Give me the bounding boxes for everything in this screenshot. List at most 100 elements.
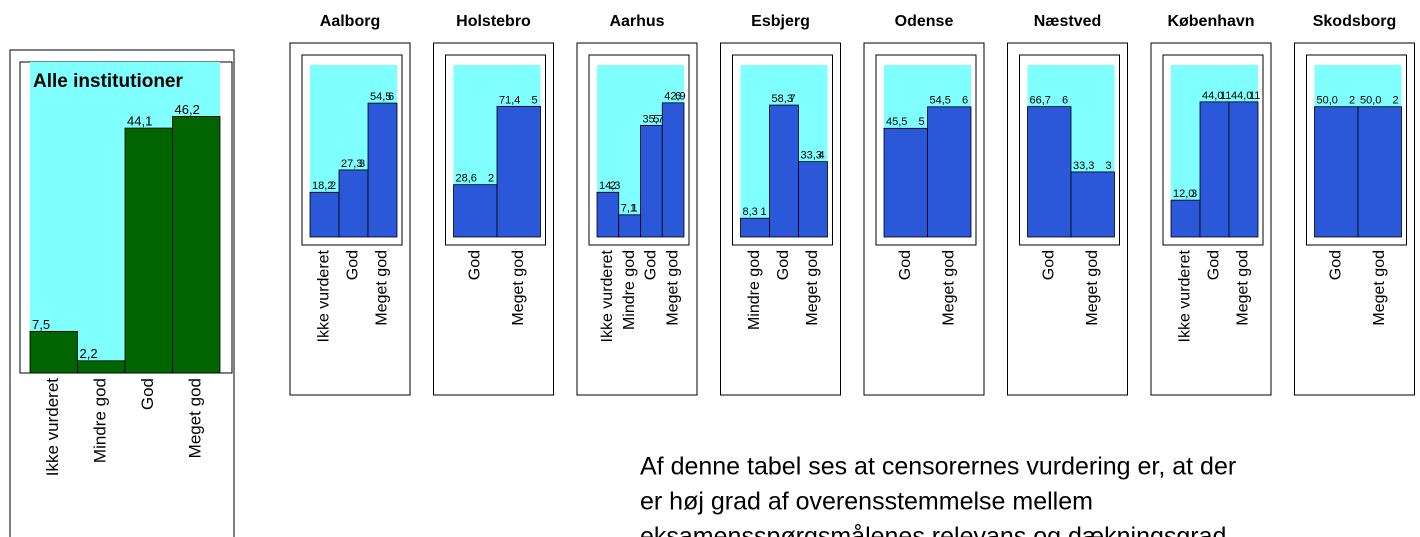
bar	[1314, 106, 1359, 238]
value-label: 18,2	[312, 180, 333, 192]
x-tick-label: God	[1040, 250, 1057, 280]
chart-title: København	[1167, 13, 1254, 30]
bar	[1357, 106, 1402, 238]
count-label: 2	[1393, 95, 1399, 107]
x-tick-label: Meget god	[1084, 250, 1101, 326]
value-label: 46,2	[175, 102, 200, 117]
outer-frame	[863, 42, 985, 396]
count-label: 7	[790, 93, 796, 105]
value-label: 28,6	[456, 173, 477, 185]
chart-title: Odense	[895, 13, 954, 30]
outer-frame	[1294, 42, 1415, 396]
x-tick-label: God	[138, 378, 157, 410]
outer-frame	[289, 42, 411, 396]
bar	[769, 104, 799, 238]
bar	[1070, 171, 1115, 238]
count-label: 2	[330, 180, 336, 192]
chart-title: Esbjerg	[751, 13, 810, 30]
value-label: 42,9	[664, 91, 685, 103]
x-tick-label: God	[897, 250, 914, 280]
value-label: 54,5	[930, 95, 951, 107]
value-label: 27,3	[341, 158, 362, 170]
value-label: 44,1	[127, 114, 152, 129]
count-label: 2	[610, 180, 616, 192]
count-label: 2	[1349, 95, 1355, 107]
count-label: 3	[1106, 160, 1112, 172]
value-label: 33,3	[1073, 160, 1094, 172]
inner-frame	[1162, 54, 1264, 246]
count-label: 3	[359, 158, 365, 170]
count-label: 4	[819, 150, 825, 162]
count-label: 5	[532, 94, 538, 106]
inner-frame	[588, 54, 690, 246]
bar	[661, 102, 685, 238]
outer-frame	[720, 42, 841, 396]
x-tick-label: Meget god	[510, 250, 527, 326]
x-tick-label: Meget god	[664, 250, 681, 326]
bar	[367, 102, 398, 238]
bar	[1027, 106, 1072, 238]
x-tick-label: Meget god	[804, 250, 821, 326]
bar	[1228, 101, 1259, 238]
bar	[29, 330, 78, 374]
chart-title: Aalborg	[320, 13, 380, 30]
x-tick-label: Ikke vurderet	[1177, 249, 1194, 342]
bar	[927, 106, 972, 238]
count-label: 1	[761, 206, 767, 218]
inner-frame	[732, 54, 833, 246]
body-text: eksamensspørgsmålenes relevans og dæknin…	[640, 523, 1226, 537]
value-label: 12,0	[1173, 188, 1194, 200]
bar	[596, 191, 620, 238]
value-label: 44,0	[1231, 90, 1252, 102]
x-tick-label: Meget god	[1235, 250, 1252, 326]
value-label: 2,2	[80, 346, 98, 361]
value-label: 35,7	[643, 113, 664, 125]
value-label: 14,3	[599, 180, 620, 192]
value-label: 7,5	[32, 317, 50, 332]
bar	[338, 169, 369, 238]
outer-frame	[1007, 42, 1128, 396]
value-label: 50,0	[1360, 95, 1381, 107]
bar	[453, 184, 498, 238]
count-label: 6	[1062, 95, 1068, 107]
x-tick-label: Mindre god	[746, 250, 763, 330]
count-label: 2	[488, 173, 494, 185]
chart-title: Næstved	[1034, 13, 1102, 30]
value-label: 8,3	[743, 206, 758, 218]
bar	[77, 360, 126, 374]
count-label: 3	[1191, 188, 1197, 200]
x-tick-label: Mindre god	[91, 378, 110, 463]
body-text: er høj grad af overensstemmelse mellem	[640, 488, 1093, 516]
bar	[1170, 199, 1201, 238]
outer-frame	[9, 49, 235, 537]
x-tick-label: God	[1206, 250, 1223, 280]
chart-title: Skodsborg	[1313, 13, 1397, 30]
x-tick-label: God	[466, 250, 483, 280]
x-tick-label: Meget god	[940, 250, 957, 326]
inner-frame	[875, 54, 977, 246]
value-label: 50,0	[1317, 95, 1338, 107]
outer-frame	[1150, 42, 1272, 396]
count-label: 5	[919, 116, 925, 128]
bar	[172, 116, 221, 374]
x-tick-label: God	[643, 250, 660, 280]
count-label: 11	[1249, 90, 1260, 102]
value-label: 66,7	[1030, 95, 1051, 107]
count-label: 1	[632, 203, 638, 215]
count-label: 11	[1220, 90, 1231, 102]
outer-frame	[433, 42, 554, 396]
chart-title: Alle institutioner	[33, 71, 184, 92]
count-label: 6	[388, 91, 394, 103]
outer-frame	[576, 42, 698, 396]
body-text: Af denne tabel ses at censorernes vurder…	[640, 453, 1236, 481]
bar	[740, 217, 770, 238]
bar	[798, 161, 828, 238]
value-label: 58,3	[772, 93, 793, 105]
inner-frame	[1306, 54, 1407, 246]
bar	[883, 127, 928, 238]
bar	[309, 191, 340, 238]
x-tick-label: Meget god	[1371, 250, 1388, 326]
bar	[496, 105, 541, 238]
x-tick-label: Ikke vurderet	[316, 249, 333, 342]
